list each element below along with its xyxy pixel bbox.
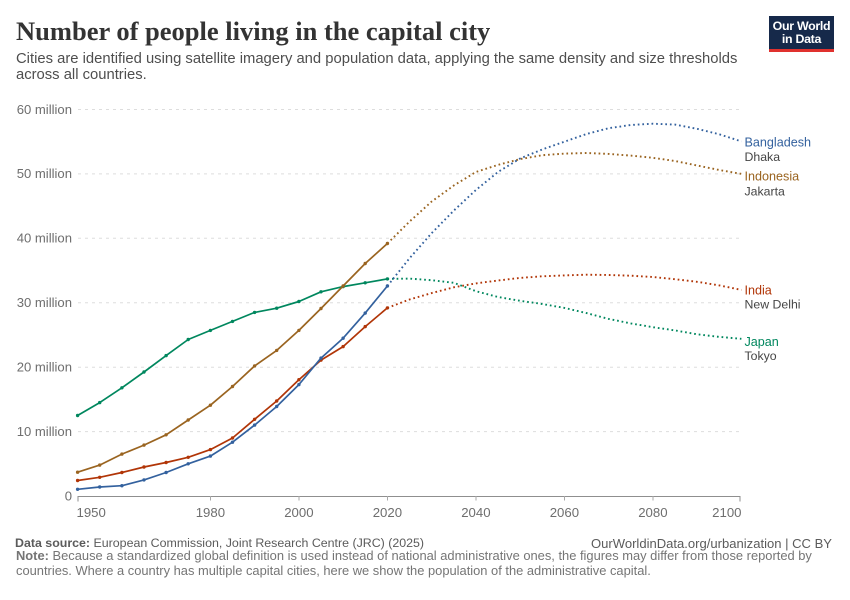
svg-text:2100: 2100 [712, 505, 741, 520]
svg-text:0: 0 [65, 488, 72, 503]
svg-text:1950: 1950 [77, 505, 106, 520]
svg-text:30 million: 30 million [17, 295, 72, 310]
svg-text:Dhaka: Dhaka [745, 150, 781, 164]
svg-text:India: India [745, 284, 772, 298]
svg-text:2000: 2000 [284, 505, 313, 520]
svg-text:10 million: 10 million [17, 424, 72, 439]
svg-text:20 million: 20 million [17, 360, 72, 375]
svg-text:New Delhi: New Delhi [745, 298, 801, 312]
svg-text:Indonesia: Indonesia [745, 170, 800, 184]
svg-text:2080: 2080 [638, 505, 667, 520]
svg-text:2040: 2040 [461, 505, 490, 520]
svg-text:60 million: 60 million [17, 102, 72, 117]
svg-text:Tokyo: Tokyo [745, 349, 777, 363]
svg-text:2020: 2020 [373, 505, 402, 520]
svg-text:2060: 2060 [550, 505, 579, 520]
svg-text:40 million: 40 million [17, 231, 72, 246]
svg-text:1980: 1980 [196, 505, 225, 520]
svg-text:50 million: 50 million [17, 166, 72, 181]
svg-text:Bangladesh: Bangladesh [745, 135, 812, 149]
svg-text:Jakarta: Jakarta [745, 184, 785, 198]
svg-text:Japan: Japan [745, 335, 779, 349]
